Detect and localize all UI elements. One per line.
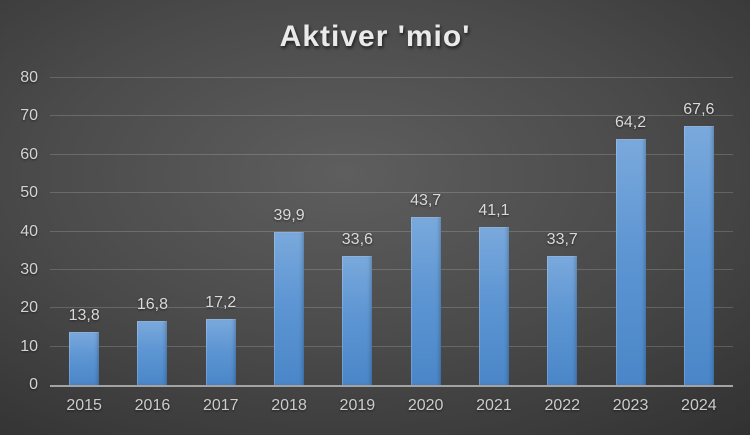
gridline <box>50 307 733 309</box>
y-axis-label: 70 <box>20 107 38 125</box>
y-axis-label: 20 <box>20 299 38 317</box>
bar-value-label: 39,9 <box>273 206 305 224</box>
bar[interactable] <box>205 319 236 385</box>
y-axis-label: 0 <box>29 376 38 393</box>
gridline <box>50 77 733 78</box>
y-axis-label: 30 <box>20 260 38 278</box>
gridline <box>50 268 733 270</box>
x-axis-label: 2015 <box>66 397 102 414</box>
bar[interactable] <box>547 255 578 385</box>
bar-value-label: 13,8 <box>68 307 100 325</box>
gridline <box>50 153 733 155</box>
plot-area[interactable]: 13,8 16,8 17,2 39,9 33,6 43,7 41,1 33,7 64,2 67,6 <box>50 77 733 387</box>
chart-title[interactable]: Aktiver 'mio' <box>279 20 471 53</box>
bar[interactable] <box>137 320 168 385</box>
y-axis: 0 10 20 30 40 50 60 70 80 <box>0 69 44 393</box>
y-axis-label: 50 <box>20 184 38 202</box>
y-axis-label: 10 <box>20 337 38 355</box>
gridline <box>50 345 733 347</box>
bar-value-label: 16,8 <box>136 295 168 313</box>
y-axis-label: 40 <box>20 222 38 240</box>
x-axis: 2015 2016 2017 2018 2019 2020 2021 2022 2023 2024 <box>50 387 733 427</box>
bar-value-label: 67,6 <box>683 100 715 118</box>
x-axis-label: 2021 <box>476 397 512 414</box>
x-axis-label: 2020 <box>407 397 444 414</box>
bar[interactable] <box>69 332 100 385</box>
x-axis-label: 2022 <box>544 397 581 414</box>
bar-value-label: 17,2 <box>205 294 237 311</box>
bar-value-label: 33,7 <box>546 230 578 248</box>
bar[interactable] <box>410 217 441 385</box>
bar-value-label: 64,2 <box>614 113 647 131</box>
bar[interactable] <box>683 125 714 385</box>
bar-value-label: 33,6 <box>341 231 373 249</box>
x-axis-label: 2024 <box>681 397 717 414</box>
bar-value-label: 43,7 <box>410 192 442 210</box>
x-axis-label: 2018 <box>271 397 307 414</box>
bar[interactable] <box>274 231 305 385</box>
bar[interactable] <box>478 227 509 385</box>
x-axis-label: 2023 <box>612 397 649 414</box>
gridline <box>50 230 733 232</box>
gridline <box>50 115 733 117</box>
gridline <box>50 192 733 194</box>
x-axis-label: 2017 <box>202 397 239 414</box>
y-axis-label: 80 <box>20 69 38 86</box>
bar[interactable] <box>342 256 373 385</box>
x-axis-label: 2016 <box>134 397 171 414</box>
x-axis-label: 2019 <box>339 397 376 414</box>
bar-value-label: 41,1 <box>478 202 510 220</box>
bar[interactable] <box>615 138 646 385</box>
y-axis-label: 60 <box>20 145 38 163</box>
